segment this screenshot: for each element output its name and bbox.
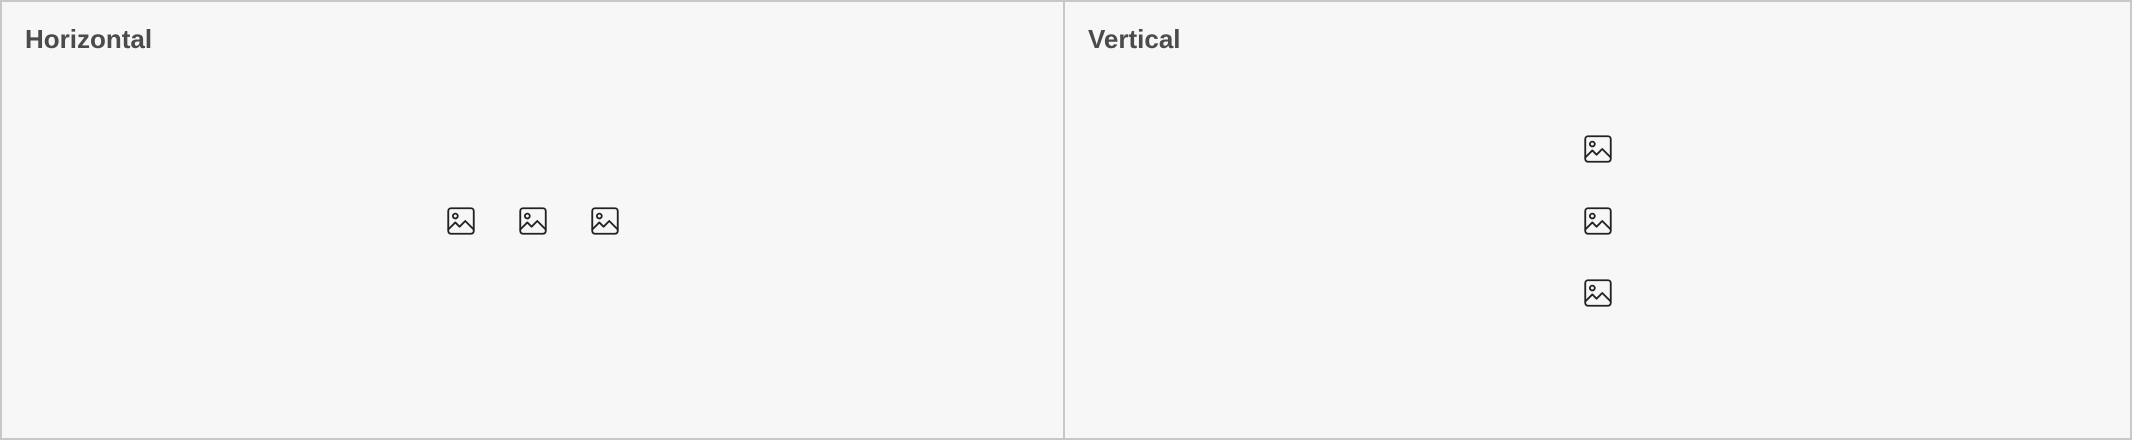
vertical-panel: Vertical — [1065, 2, 2130, 438]
image-icon — [588, 204, 622, 238]
image-icon — [1581, 132, 1615, 166]
vertical-panel-title: Vertical — [1088, 24, 1181, 54]
image-icon — [516, 204, 550, 238]
image-icon — [1581, 204, 1615, 238]
horizontal-panel: Horizontal — [2, 2, 1065, 438]
horizontal-panel-title: Horizontal — [25, 24, 153, 54]
image-icon — [1581, 276, 1615, 310]
horizontal-icon-group — [2, 204, 1063, 238]
image-icon — [444, 204, 478, 238]
vertical-icon-group — [1065, 132, 2130, 310]
